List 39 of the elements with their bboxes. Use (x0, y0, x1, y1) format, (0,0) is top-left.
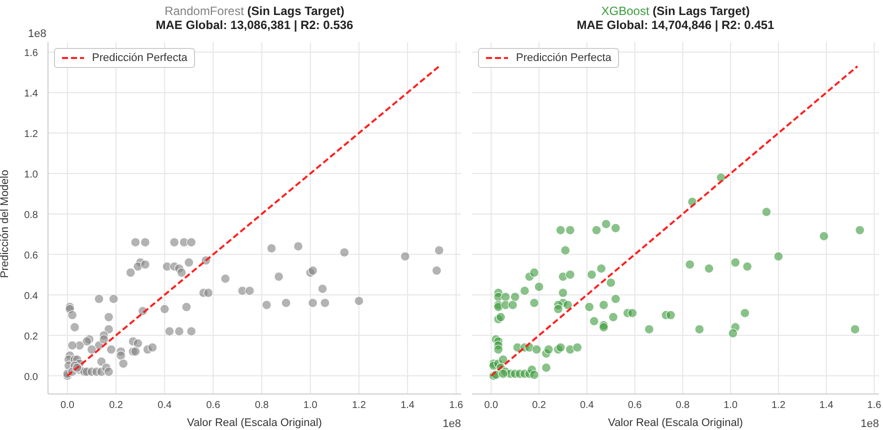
x-tick-label: 0.8 (254, 400, 270, 411)
x-tick-label: 0.2 (109, 400, 124, 411)
chart-title: XGBoost (Sin Lags Target) (600, 4, 751, 18)
x-tick-label: 1.0 (303, 400, 318, 411)
x-axis-title: Valor Real (Escala Original) (608, 417, 743, 429)
x-tick-label: 0.4 (580, 400, 594, 411)
y-tick-label: 1.6 (24, 48, 38, 60)
x-tick-label: 0.6 (628, 400, 642, 411)
x-tick-label: 0.6 (206, 400, 221, 411)
text: 1e8 (442, 418, 461, 430)
text: 1e8 (28, 28, 46, 40)
x-tick-label: 0.0 (484, 400, 499, 411)
y-tick-label: 0.0 (24, 372, 38, 383)
y-tick-label: 1.0 (24, 169, 38, 180)
x-axis-title: Valor Real (Escala Original) (187, 417, 322, 429)
legend-label: Predicción Perfecta (92, 52, 188, 64)
x-tick-label: 1.2 (771, 400, 786, 411)
x-tick-label: 0.4 (158, 400, 172, 411)
x-tick-label: 1.4 (400, 400, 415, 411)
y-tick-label: 1.2 (24, 129, 38, 140)
legend-label: Predicción Perfecta (516, 52, 612, 64)
x-tick-label: 1.0 (724, 400, 738, 411)
x-tick-label: 1.2 (352, 400, 366, 411)
chart-subtitle: MAE Global: 14,704,846 | R2: 0.451 (576, 18, 776, 32)
x-tick-label: 1.4 (819, 400, 834, 411)
x-tick-label: 1.6 (449, 400, 464, 411)
y-tick-label: 0.4 (24, 290, 38, 302)
y-tick-label: 0.6 (24, 250, 38, 262)
y-tick-label: 0.8 (24, 210, 38, 221)
chart-subtitle: MAE Global: 13,086,381 | R2: 0.536 (154, 18, 354, 32)
y-axis-title: Predicción del Modelo (0, 170, 11, 278)
x-tick-label: 0.8 (676, 400, 690, 411)
chart-title: RandomForest (Sin Lags Target) (164, 4, 346, 18)
text: 1e8 (860, 418, 879, 430)
x-tick-label: 0.0 (60, 400, 75, 411)
y-tick-label: 1.4 (24, 88, 38, 100)
x-tick-label: 1.6 (867, 400, 882, 411)
x-tick-label: 0.2 (532, 400, 546, 411)
y-tick-label: 0.2 (24, 331, 38, 342)
